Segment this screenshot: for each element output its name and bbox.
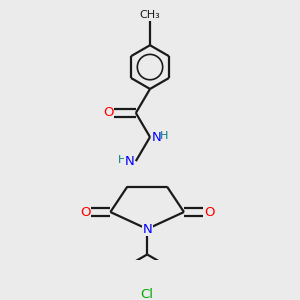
Text: O: O bbox=[103, 106, 114, 119]
Text: CH₃: CH₃ bbox=[140, 10, 160, 20]
Text: Cl: Cl bbox=[140, 288, 153, 300]
Text: H: H bbox=[160, 131, 168, 141]
Text: N: N bbox=[142, 223, 152, 236]
Text: O: O bbox=[204, 206, 214, 218]
Text: H: H bbox=[118, 155, 126, 165]
Text: N: N bbox=[151, 130, 161, 143]
Text: O: O bbox=[80, 206, 90, 218]
Text: N: N bbox=[125, 154, 135, 168]
